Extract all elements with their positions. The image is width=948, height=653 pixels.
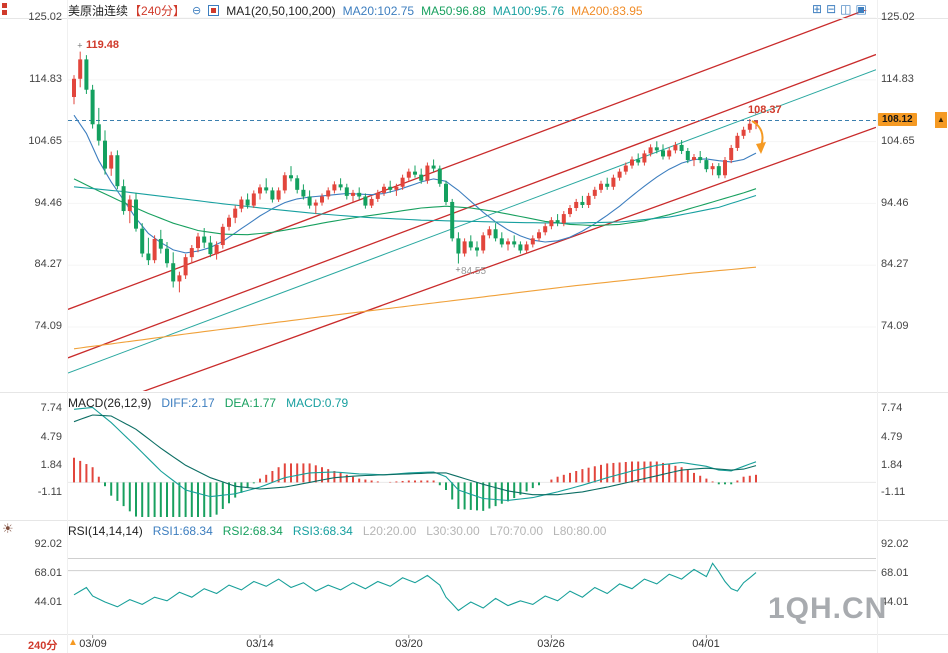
date-tick-label: 03/14: [246, 638, 274, 650]
price-axis-label: 125.02: [881, 11, 915, 23]
rsi-line: [73, 562, 757, 612]
plus-marker: +: [753, 108, 758, 118]
collapse-indicator-icon[interactable]: ⊖: [192, 5, 202, 17]
macd-dea-line: [73, 414, 757, 496]
macd-axis-label: 1.84: [40, 459, 62, 471]
price-axis-label: 84.27: [881, 258, 909, 270]
ma-line-MA50: [73, 178, 757, 236]
candles-layer: [72, 51, 758, 293]
macd-axis-label: 1.84: [881, 459, 903, 471]
rsi-l20-value: L20:20.00: [362, 524, 417, 538]
period-tag[interactable]: 【240分】: [129, 4, 186, 18]
macd-axis-label: -1.11: [37, 486, 62, 498]
rsi-legend: RSI(14,14,14) RSI1:68.34 RSI2:68.34 RSI3…: [68, 524, 606, 538]
rsi-title: RSI(14,14,14): [68, 524, 143, 538]
symbol-title: 美原油连续: [68, 4, 129, 18]
price-axis-label: 74.09: [881, 320, 909, 332]
right-axis-separator: [877, 0, 878, 653]
scroll-to-latest-button[interactable]: ▲: [935, 112, 947, 128]
plus-marker: +: [455, 265, 460, 275]
macd-diff-value: DIFF:2.17: [161, 396, 215, 410]
header-separator: [0, 18, 948, 19]
xaxis-separator: [0, 634, 948, 635]
rsi-axis-label: 68.01: [881, 567, 909, 579]
price-axis-label: 125.02: [28, 11, 62, 23]
layout-rows-icon[interactable]: ⊟: [826, 2, 837, 16]
macd-legend: MACD(26,12,9) DIFF:2.17 DEA:1.77 MACD:0.…: [68, 396, 348, 410]
rsi-axis-label: 44.01: [881, 596, 909, 608]
macd-separator: [0, 392, 948, 393]
layout-cols-icon[interactable]: ◫: [840, 2, 852, 16]
watermark: 1QH.CN: [768, 592, 888, 625]
date-tick-label: 03/20: [395, 638, 423, 650]
macd-axis-label: 4.79: [881, 431, 903, 443]
layout-grid-icon[interactable]: ▣: [855, 2, 867, 16]
session-high-annotation: 108.37: [748, 104, 782, 116]
date-tick-label: 03/26: [537, 638, 565, 650]
rsi3-value: RSI3:68.34: [292, 524, 353, 538]
macd-axis-label: 7.74: [881, 402, 903, 414]
rsi-axis-label: 68.01: [34, 567, 62, 579]
price-axis-label: 74.09: [34, 320, 62, 332]
pullback-arrow: [751, 120, 764, 147]
rsi-l70-value: L70:70.00: [489, 524, 544, 538]
trendline: [142, 126, 876, 391]
display-settings-icon[interactable]: ☀: [2, 521, 14, 536]
rsi1-value: RSI1:68.34: [152, 524, 213, 538]
rsi-axis-label: 92.02: [881, 538, 909, 550]
macd-axis-label: -1.11: [881, 486, 906, 498]
plus-marker: +: [77, 41, 82, 51]
rsi-l80-value: L80:80.00: [553, 524, 607, 538]
price-axis-label: 104.65: [28, 135, 62, 147]
rsi-axis-label: 44.01: [34, 596, 62, 608]
ma200-value: MA200:83.95: [571, 3, 643, 18]
chart-header: 美原油连续 【240分】 ⊖ MA1(20,50,100,200) MA20:10…: [68, 2, 643, 19]
ma-line-MA20: [73, 114, 757, 254]
layout-single-icon[interactable]: ⊞: [812, 2, 823, 16]
price-axis-label: 114.83: [881, 73, 914, 85]
rsi-axis-label: 92.02: [34, 538, 62, 550]
macd-panel: [68, 406, 876, 517]
last-price-tag: 108.12: [878, 113, 917, 126]
macd-dea-value: DEA:1.77: [224, 396, 277, 410]
ma-line-MA200: [73, 266, 757, 350]
period-up-icon[interactable]: ▲: [68, 637, 78, 648]
price-axis-label: 94.46: [881, 197, 909, 209]
app-corner-icon[interactable]: [2, 3, 7, 8]
price-axis-label: 104.65: [881, 135, 915, 147]
date-tick-label: 04/01: [692, 638, 720, 650]
rsi2-value: RSI2:68.34: [222, 524, 283, 538]
period-selector[interactable]: 240分: [28, 640, 58, 652]
macd-hist-value: MACD:0.79: [286, 396, 349, 410]
macd-diff-line: [73, 406, 757, 501]
rsi-separator: [0, 520, 948, 521]
left-axis-separator: [67, 0, 68, 653]
app-corner-icon[interactable]: [2, 10, 7, 15]
low-price-annotation: 84.55: [461, 266, 487, 277]
main-price-panel: + + +: [68, 10, 876, 391]
macd-axis-label: 4.79: [40, 431, 62, 443]
ma50-value: MA50:96.88: [421, 3, 486, 18]
price-axis-label: 114.83: [29, 73, 62, 85]
ma-group-label: MA1(20,50,100,200): [226, 3, 336, 18]
price-axis-label: 84.27: [34, 258, 62, 270]
layout-switcher: ⊞ ⊟ ◫ ▣: [812, 2, 867, 16]
trendline: [68, 53, 876, 359]
macd-title: MACD(26,12,9): [68, 396, 152, 410]
overlay-indicator-icon[interactable]: [208, 5, 220, 16]
trendline: [68, 10, 868, 310]
rsi-l30-value: L30:30.00: [426, 524, 480, 538]
peak-price-annotation: 119.48: [86, 39, 120, 51]
ma-line-MA100: [73, 186, 757, 224]
rsi-panel: [68, 558, 876, 612]
date-tick-label: 03/09: [79, 638, 107, 650]
ma100-value: MA100:95.76: [492, 3, 565, 18]
macd-axis-label: 7.74: [40, 402, 62, 414]
ma20-value: MA20:102.75: [342, 3, 415, 18]
price-axis-label: 94.46: [34, 197, 62, 209]
